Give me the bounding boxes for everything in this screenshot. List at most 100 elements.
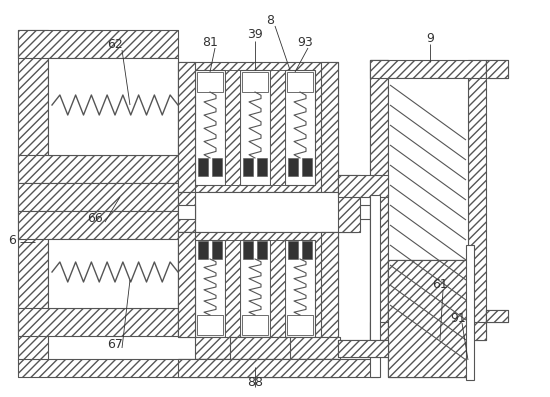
Bar <box>468 60 486 340</box>
Bar <box>18 183 178 211</box>
Bar <box>18 211 178 239</box>
Bar <box>225 70 240 185</box>
Bar <box>178 232 338 337</box>
Bar <box>230 337 290 367</box>
Bar <box>338 175 360 232</box>
Bar <box>178 62 338 192</box>
Bar <box>340 192 357 232</box>
Bar <box>212 158 222 176</box>
Bar <box>18 30 48 360</box>
Text: 62: 62 <box>107 37 123 50</box>
Bar <box>338 340 388 357</box>
Bar <box>338 340 388 357</box>
Bar <box>257 241 267 259</box>
Bar <box>178 359 338 377</box>
Bar <box>285 70 315 185</box>
Bar <box>302 158 312 176</box>
Bar <box>321 232 338 337</box>
Bar <box>18 359 338 377</box>
Bar <box>302 241 312 259</box>
Bar <box>388 260 468 377</box>
Bar <box>18 30 48 360</box>
Bar <box>486 60 508 78</box>
Bar <box>270 240 285 337</box>
Bar <box>48 239 178 308</box>
Bar <box>338 340 388 357</box>
Bar <box>178 205 195 219</box>
Bar <box>178 359 378 377</box>
Bar <box>18 308 178 336</box>
Bar <box>195 70 225 185</box>
Bar <box>486 310 508 322</box>
Bar <box>370 322 486 340</box>
Bar <box>270 240 285 337</box>
Text: 67: 67 <box>107 339 123 351</box>
Bar <box>340 205 375 219</box>
Bar <box>178 359 338 377</box>
Text: 93: 93 <box>297 35 313 48</box>
Bar <box>388 260 468 377</box>
Bar <box>242 72 268 92</box>
Bar <box>321 62 338 192</box>
Bar <box>18 183 178 211</box>
Bar <box>321 62 338 192</box>
Bar <box>240 70 270 185</box>
Bar <box>338 175 388 197</box>
Bar <box>195 192 340 232</box>
Bar <box>178 232 338 337</box>
Bar <box>270 70 285 185</box>
Bar <box>18 30 178 58</box>
Bar <box>178 192 195 232</box>
Text: 9: 9 <box>426 31 434 44</box>
Bar <box>468 60 486 340</box>
Bar <box>388 260 468 377</box>
Bar <box>287 315 313 335</box>
Bar <box>338 175 360 232</box>
Bar <box>178 232 195 337</box>
Bar <box>178 62 195 192</box>
Bar <box>195 337 340 359</box>
Bar <box>18 359 338 377</box>
Bar <box>178 192 195 232</box>
Bar <box>370 60 388 340</box>
Bar <box>338 175 388 197</box>
Text: 66: 66 <box>87 212 103 224</box>
Bar <box>370 60 388 340</box>
Bar <box>257 158 267 176</box>
Bar <box>178 62 195 192</box>
Bar <box>195 240 225 337</box>
Bar <box>287 72 313 92</box>
Text: 91: 91 <box>450 312 466 324</box>
Bar <box>321 232 338 337</box>
Bar <box>195 337 340 359</box>
Bar <box>486 60 508 78</box>
Bar <box>225 70 240 185</box>
Bar <box>486 310 508 322</box>
Text: 8: 8 <box>266 13 274 27</box>
Bar <box>197 315 223 335</box>
Text: 88: 88 <box>247 376 263 389</box>
Bar <box>178 62 338 192</box>
Bar <box>243 158 253 176</box>
Bar <box>212 241 222 259</box>
Bar <box>370 60 388 340</box>
Bar <box>388 260 468 377</box>
Text: 61: 61 <box>432 279 448 291</box>
Bar <box>288 158 298 176</box>
Bar <box>340 192 357 232</box>
Bar <box>285 240 315 337</box>
Bar <box>370 60 486 78</box>
Bar <box>198 241 208 259</box>
Bar <box>18 155 178 183</box>
Bar <box>243 241 253 259</box>
Bar <box>270 70 285 185</box>
Bar <box>370 195 380 377</box>
Bar <box>242 315 268 335</box>
Bar <box>486 60 508 78</box>
Bar <box>197 72 223 92</box>
Text: 39: 39 <box>247 29 263 42</box>
Bar <box>178 359 378 377</box>
Text: 6: 6 <box>8 233 16 247</box>
Bar <box>225 240 240 337</box>
Bar <box>18 308 178 336</box>
